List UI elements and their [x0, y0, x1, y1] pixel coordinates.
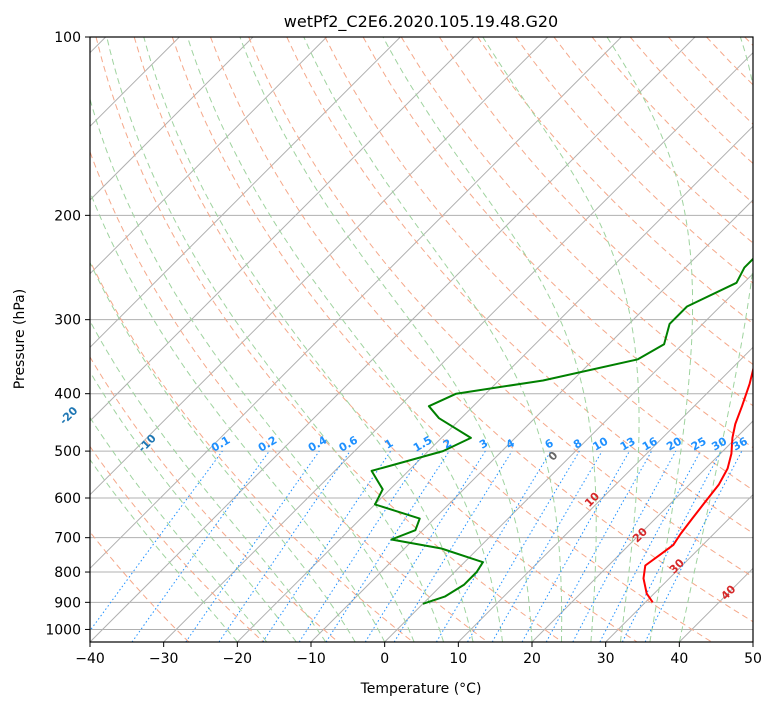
mixing-ratio-line [644, 450, 743, 642]
moist-adiabat [90, 370, 297, 642]
x-tick-label: −10 [296, 651, 326, 667]
chart-title: wetPf2_C2E6.2020.105.19.48.G20 [284, 12, 558, 32]
x-tick-label: −30 [149, 651, 179, 667]
profile-series [370, 257, 753, 605]
y-tick-label: 200 [54, 208, 81, 224]
dry-adiabat [324, 37, 753, 491]
y-tick-label: 900 [54, 595, 81, 611]
x-tick-label: −40 [75, 651, 105, 667]
dry-adiabat [171, 37, 713, 642]
mixing-ratio-line [131, 450, 270, 642]
x-tick-label: 0 [380, 651, 389, 667]
moist-adiabat [90, 320, 327, 642]
series-line-2 [370, 257, 753, 605]
y-tick-label: 600 [54, 491, 81, 507]
dry-adiabat [90, 259, 414, 642]
isotherm-gridline [531, 420, 753, 642]
dry-adiabat [248, 37, 753, 578]
moist-adiabat [239, 37, 533, 642]
mixing-ratio-line [545, 450, 653, 642]
moist-adiabat [90, 97, 415, 642]
moist-adiabat [187, 37, 503, 642]
moist-adiabat [90, 458, 238, 642]
dry-adiabat [133, 37, 638, 642]
dry-adiabat [90, 356, 339, 642]
isotherm-gridline [90, 37, 696, 642]
isotherm-gridline [605, 493, 753, 642]
isotherm-gridline [236, 125, 753, 642]
moist-adiabat [90, 261, 356, 642]
moist-adiabat [606, 37, 694, 642]
moist-adiabat [382, 37, 597, 642]
y-tick-label: 400 [54, 387, 81, 403]
y-tick-label: 300 [54, 313, 81, 329]
background-reference-lines [90, 37, 753, 642]
dry-adiabat [90, 445, 265, 642]
x-tick-label: 50 [744, 651, 762, 667]
moist-adiabat [678, 37, 753, 642]
y-tick-label: 800 [54, 565, 81, 581]
x-axis: −40 −30 −20 −10 0 10 20 30 40 50 [75, 642, 762, 667]
x-tick-label: −20 [223, 651, 253, 667]
isotherm-gridline [457, 346, 753, 642]
isotherm-gridline [90, 37, 254, 201]
isotherm-gridline [90, 37, 328, 275]
dry-adiabat [90, 150, 489, 642]
x-tick-label: 20 [523, 651, 541, 667]
y-tick-label: 1000 [45, 622, 81, 638]
mixing-ratio-line [298, 450, 425, 642]
isotherm-gridline [163, 51, 753, 642]
moist-adiabat [106, 37, 445, 642]
dry-adiabat [95, 37, 564, 642]
y-tick-label: 100 [54, 30, 81, 46]
y-axis-label: Pressure (hPa) [12, 289, 28, 389]
x-tick-label: 10 [449, 651, 467, 667]
mixing-ratio-line [521, 450, 630, 642]
mixing-ratio-line [185, 450, 320, 642]
series-line-1 [642, 366, 753, 603]
mixing-ratio-line [218, 450, 351, 642]
y-tick-label: 700 [54, 531, 81, 547]
dry-adiabat [362, 37, 753, 449]
mixing-ratio-line [572, 450, 677, 642]
dry-adiabat [90, 531, 190, 642]
mixing-ratio-line [325, 450, 450, 642]
moist-adiabat [482, 37, 640, 642]
dry-adiabat [210, 37, 753, 623]
mixing-ratio-line [262, 450, 392, 642]
moist-adiabat [143, 37, 474, 642]
mixing-ratio-line [90, 450, 223, 632]
mixing-ratio-line [393, 450, 513, 642]
isotherm-gridline [384, 272, 753, 642]
isotherm-gridline [90, 37, 401, 349]
moist-adiabat [303, 37, 563, 642]
isotherm-gridline [90, 37, 475, 422]
x-tick-label: 40 [670, 651, 688, 667]
y-tick-label: 500 [54, 444, 81, 460]
x-axis-label: Temperature (°C) [360, 681, 482, 697]
isotherm-gridline [90, 37, 549, 496]
moist-adiabat [90, 190, 386, 642]
plot-frame [89, 36, 754, 643]
dry-adiabat [286, 37, 753, 534]
y-axis: 100 200 300 400 500 600 700 800 900 1000 [45, 30, 90, 638]
isotherm-gridline [90, 37, 622, 570]
moist-adiabat [90, 416, 268, 642]
dry-adiabat [477, 37, 753, 325]
x-tick-label: 30 [597, 651, 615, 667]
